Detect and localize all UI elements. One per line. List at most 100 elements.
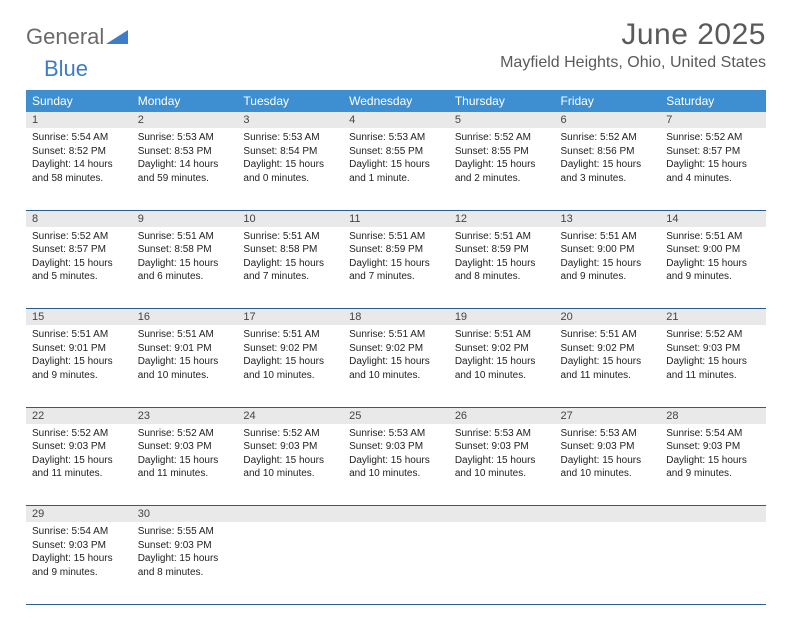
day-number-cell: 6 [555,112,661,128]
day-number-cell: 20 [555,309,661,326]
day-cell: Sunrise: 5:51 AMSunset: 9:02 PMDaylight:… [237,325,343,407]
weekday-header: Monday [132,90,238,112]
day-content: Sunrise: 5:53 AMSunset: 8:55 PMDaylight:… [343,128,449,191]
day-number-cell [555,506,661,523]
day-number-cell: 7 [660,112,766,128]
day-content: Sunrise: 5:51 AMSunset: 9:02 PMDaylight:… [449,325,555,388]
weekday-header: Saturday [660,90,766,112]
day-number-cell: 25 [343,407,449,424]
day-content: Sunrise: 5:51 AMSunset: 9:02 PMDaylight:… [555,325,661,388]
day-number-cell: 1 [26,112,132,128]
day-cell: Sunrise: 5:51 AMSunset: 8:58 PMDaylight:… [237,227,343,309]
day-cell: Sunrise: 5:52 AMSunset: 8:57 PMDaylight:… [26,227,132,309]
day-number-cell [660,506,766,523]
day-cell: Sunrise: 5:52 AMSunset: 9:03 PMDaylight:… [237,424,343,506]
calendar-body: 1 23 4567 Sunrise: 5:54 AMSunset: 8:52 PMDa… [26,112,766,604]
day-content: Sunrise: 5:51 AMSunset: 9:01 PMDaylight:… [132,325,238,388]
week-row: Sunrise: 5:54 AMSunset: 8:52 PMDaylight:… [26,128,766,210]
day-cell: Sunrise: 5:53 AMSunset: 8:55 PMDaylight:… [343,128,449,210]
day-cell [555,522,661,604]
day-cell: Sunrise: 5:53 AMSunset: 9:03 PMDaylight:… [555,424,661,506]
day-cell: Sunrise: 5:51 AMSunset: 9:00 PMDaylight:… [660,227,766,309]
calendar-page: General June 2025 Mayfield Heights, Ohio… [0,0,792,623]
day-number-cell: 8 [26,210,132,227]
day-cell: Sunrise: 5:51 AMSunset: 8:58 PMDaylight:… [132,227,238,309]
day-cell [237,522,343,604]
day-cell: Sunrise: 5:53 AMSunset: 9:03 PMDaylight:… [343,424,449,506]
day-content: Sunrise: 5:52 AMSunset: 9:03 PMDaylight:… [237,424,343,487]
day-number-cell: 27 [555,407,661,424]
day-number-cell: 29 [26,506,132,523]
day-content: Sunrise: 5:55 AMSunset: 9:03 PMDaylight:… [132,522,238,585]
day-number-cell: 17 [237,309,343,326]
weekday-header: Wednesday [343,90,449,112]
day-content: Sunrise: 5:54 AMSunset: 9:03 PMDaylight:… [26,522,132,585]
day-number-cell: 24 [237,407,343,424]
day-number-cell: 5 [449,112,555,128]
day-number-cell: 13 [555,210,661,227]
day-number-cell: 10 [237,210,343,227]
logo-text-blue: Blue [26,56,88,81]
calendar-table: SundayMondayTuesdayWednesdayThursdayFrid… [26,90,766,605]
day-cell: Sunrise: 5:52 AMSunset: 9:03 PMDaylight:… [660,325,766,407]
day-number-cell: 28 [660,407,766,424]
day-cell: Sunrise: 5:51 AMSunset: 8:59 PMDaylight:… [449,227,555,309]
day-content: Sunrise: 5:51 AMSunset: 9:00 PMDaylight:… [555,227,661,290]
day-cell: Sunrise: 5:51 AMSunset: 9:02 PMDaylight:… [343,325,449,407]
day-content: Sunrise: 5:52 AMSunset: 9:03 PMDaylight:… [132,424,238,487]
day-content: Sunrise: 5:52 AMSunset: 9:03 PMDaylight:… [660,325,766,388]
day-content: Sunrise: 5:51 AMSunset: 8:58 PMDaylight:… [132,227,238,290]
day-cell: Sunrise: 5:52 AMSunset: 9:03 PMDaylight:… [26,424,132,506]
day-cell [660,522,766,604]
day-number-cell: 21 [660,309,766,326]
day-number-cell: 16 [132,309,238,326]
day-content: Sunrise: 5:54 AMSunset: 9:03 PMDaylight:… [660,424,766,487]
day-number-cell: 11 [343,210,449,227]
day-number-cell: 22 [26,407,132,424]
day-cell: Sunrise: 5:53 AMSunset: 8:53 PMDaylight:… [132,128,238,210]
day-cell: Sunrise: 5:52 AMSunset: 9:03 PMDaylight:… [132,424,238,506]
day-cell: Sunrise: 5:52 AMSunset: 8:56 PMDaylight:… [555,128,661,210]
daynum-row: 2930 [26,506,766,523]
day-number-cell: 26 [449,407,555,424]
day-cell: Sunrise: 5:51 AMSunset: 9:02 PMDaylight:… [555,325,661,407]
day-cell: Sunrise: 5:51 AMSunset: 9:02 PMDaylight:… [449,325,555,407]
day-number-cell: 14 [660,210,766,227]
day-cell [449,522,555,604]
day-content: Sunrise: 5:52 AMSunset: 8:57 PMDaylight:… [26,227,132,290]
day-cell [343,522,449,604]
day-content: Sunrise: 5:53 AMSunset: 9:03 PMDaylight:… [343,424,449,487]
day-content: Sunrise: 5:53 AMSunset: 8:54 PMDaylight:… [237,128,343,191]
logo: General [26,18,128,50]
week-row: Sunrise: 5:51 AMSunset: 9:01 PMDaylight:… [26,325,766,407]
month-title: June 2025 [500,18,766,52]
day-number-cell: 9 [132,210,238,227]
day-number-cell: 23 [132,407,238,424]
day-cell: Sunrise: 5:51 AMSunset: 9:01 PMDaylight:… [26,325,132,407]
day-cell: Sunrise: 5:51 AMSunset: 9:01 PMDaylight:… [132,325,238,407]
day-cell: Sunrise: 5:52 AMSunset: 8:57 PMDaylight:… [660,128,766,210]
day-content: Sunrise: 5:51 AMSunset: 9:01 PMDaylight:… [26,325,132,388]
day-content: Sunrise: 5:51 AMSunset: 9:02 PMDaylight:… [343,325,449,388]
day-cell: Sunrise: 5:51 AMSunset: 9:00 PMDaylight:… [555,227,661,309]
calendar-head: SundayMondayTuesdayWednesdayThursdayFrid… [26,90,766,112]
week-row: Sunrise: 5:52 AMSunset: 9:03 PMDaylight:… [26,424,766,506]
day-content: Sunrise: 5:53 AMSunset: 9:03 PMDaylight:… [449,424,555,487]
day-number-cell: 12 [449,210,555,227]
day-number-cell: 30 [132,506,238,523]
weekday-header: Friday [555,90,661,112]
week-row: Sunrise: 5:52 AMSunset: 8:57 PMDaylight:… [26,227,766,309]
day-cell: Sunrise: 5:52 AMSunset: 8:55 PMDaylight:… [449,128,555,210]
day-number-cell [343,506,449,523]
day-number-cell: 4 [343,112,449,128]
day-content: Sunrise: 5:54 AMSunset: 8:52 PMDaylight:… [26,128,132,191]
daynum-row: 15161718192021 [26,309,766,326]
logo-line2: Blue [26,56,766,82]
day-content: Sunrise: 5:51 AMSunset: 9:00 PMDaylight:… [660,227,766,290]
day-number-cell: 18 [343,309,449,326]
daynum-row: 891011121314 [26,210,766,227]
weekday-header: Tuesday [237,90,343,112]
day-number-cell: 19 [449,309,555,326]
day-content: Sunrise: 5:51 AMSunset: 8:59 PMDaylight:… [449,227,555,290]
weekday-header: Sunday [26,90,132,112]
